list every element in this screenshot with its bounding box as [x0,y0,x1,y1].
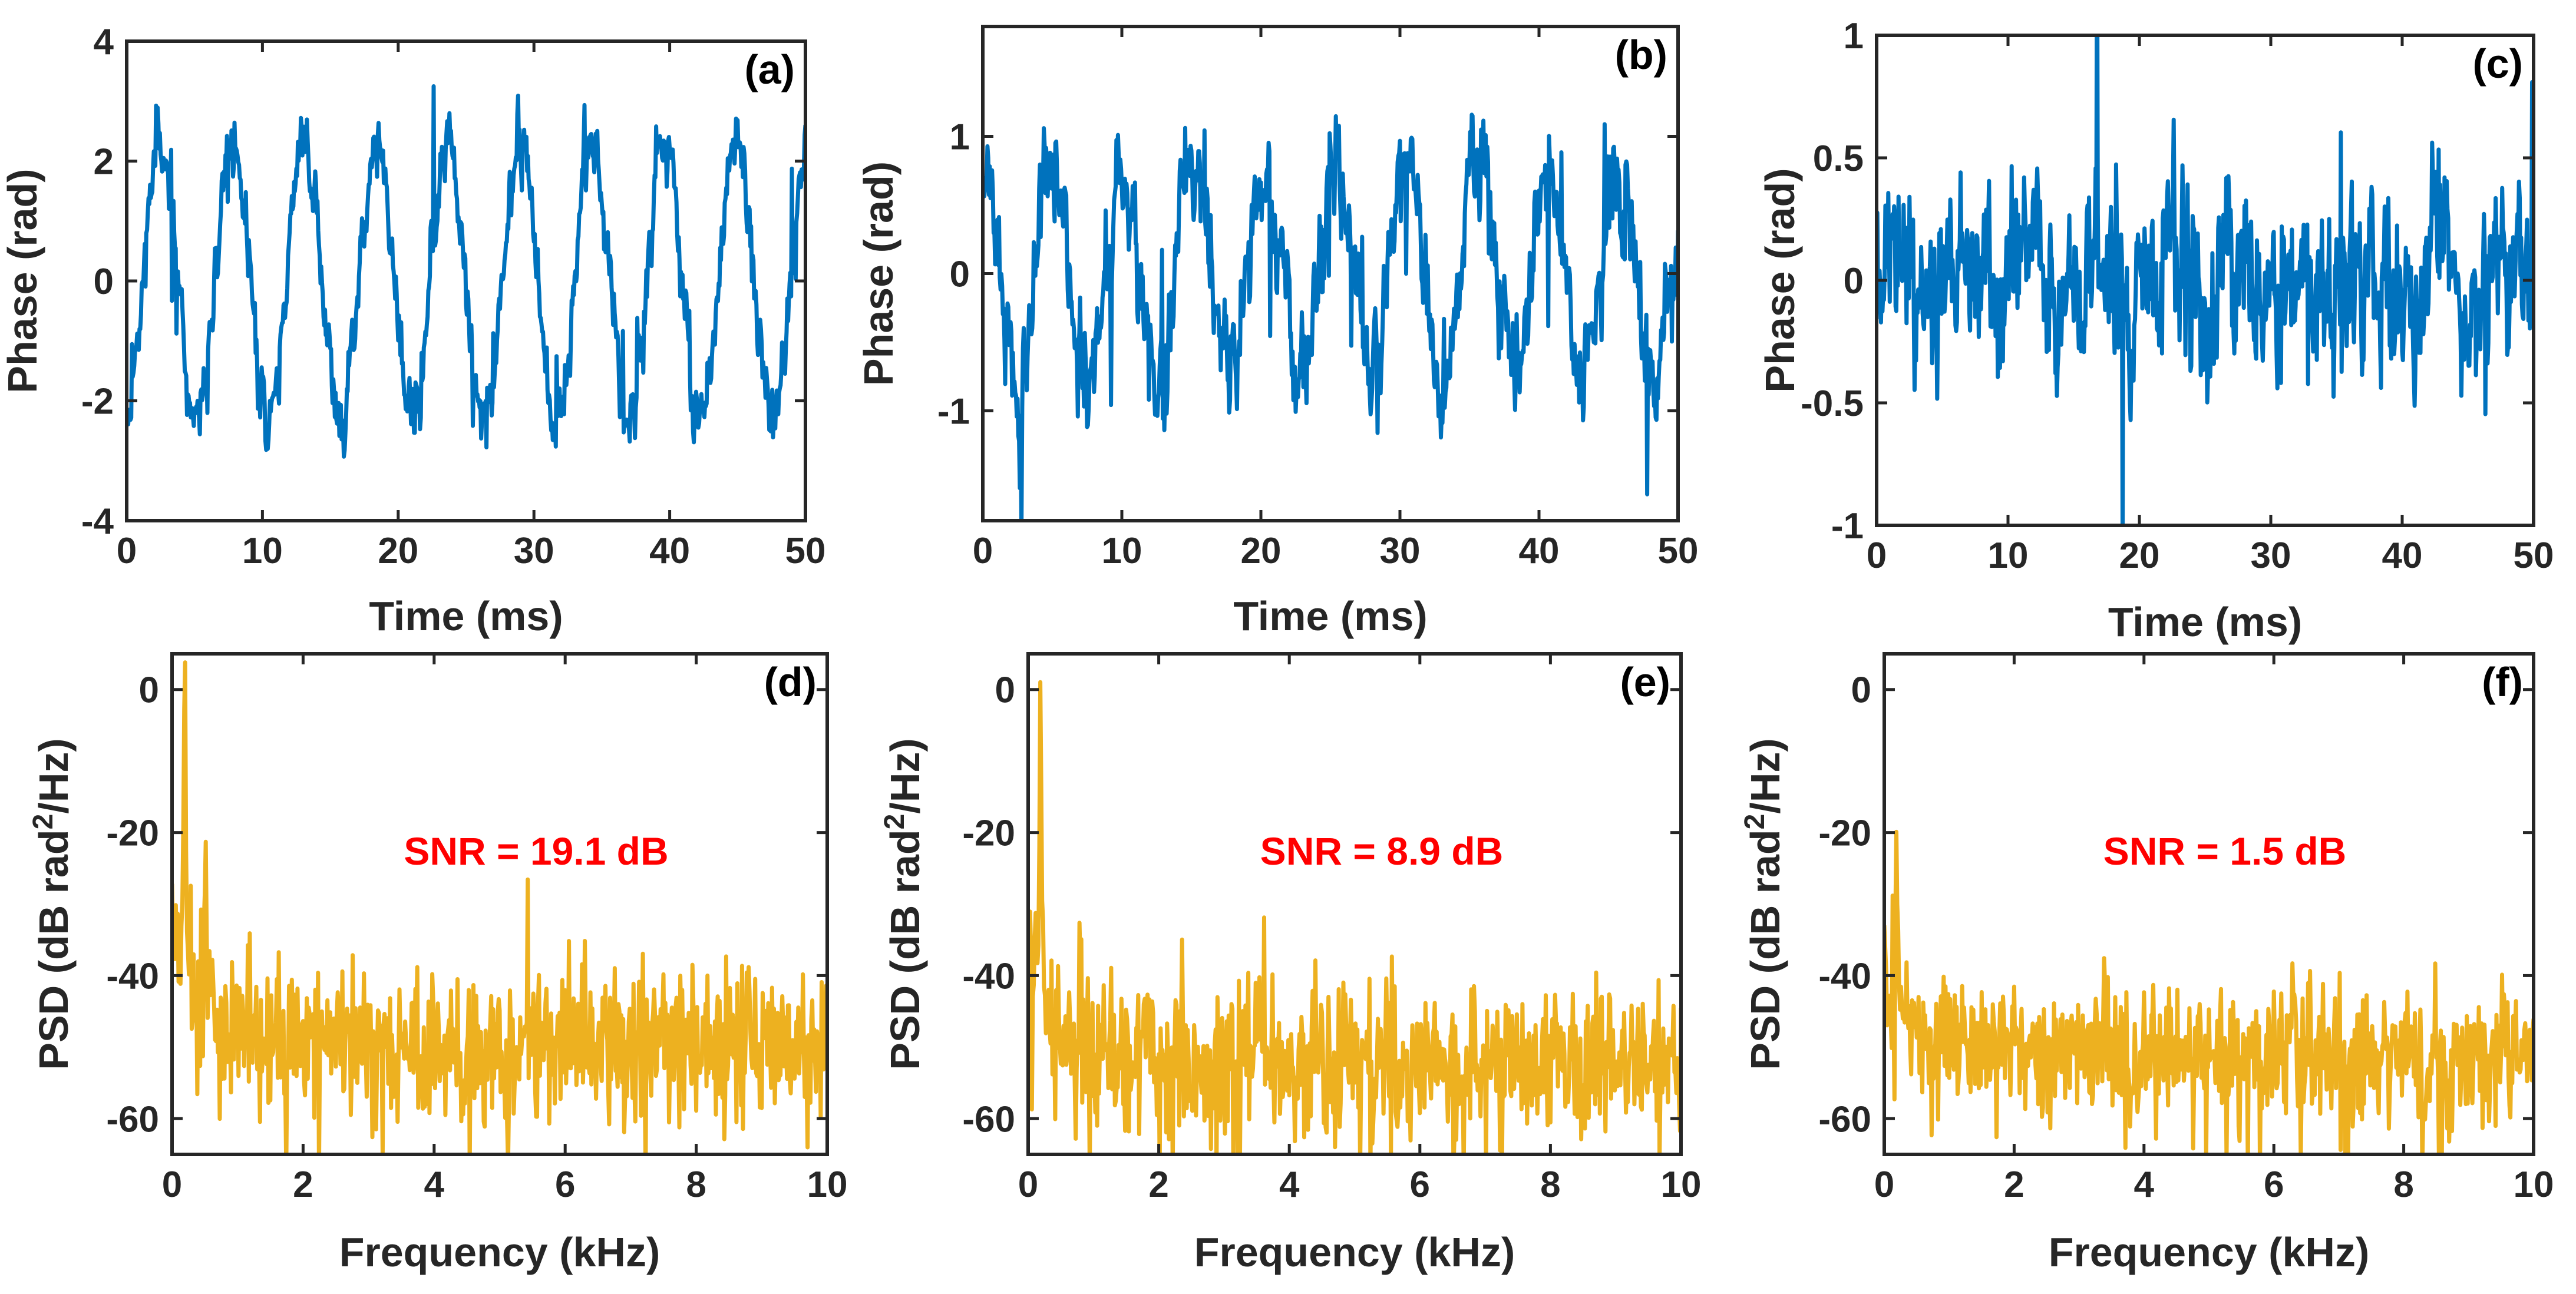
y-tick-label: -60 [1818,1099,1871,1140]
y-tick-label: 0 [1851,670,1871,711]
x-axis-label: Frequency (kHz) [1194,1229,1515,1275]
panel-label: (a) [744,47,795,92]
panel-b: 0 10 20 30 40 50 -1 0 1 Time (ms) Phase (rad) (b) [856,25,1699,639]
y-tick-label: -0.5 [1801,383,1864,424]
y-tick-label: -4 [81,501,114,542]
x-tick-label: 2 [1148,1164,1168,1205]
x-tick-label: 10 [1102,531,1142,571]
snr-annotation: SNR = 1.5 dB [2103,829,2347,873]
x-tick-label: 50 [2514,535,2554,576]
y-tick-label: 0 [950,254,970,295]
x-tick-label: 0 [1874,1164,1894,1205]
y-tick-label: -1 [1831,506,1864,547]
x-tick-label: 8 [1540,1164,1560,1205]
series-line-phase [1877,35,2534,525]
x-tick-label: 40 [2382,535,2423,576]
x-tick-label: 0 [162,1164,182,1205]
y-tick-label: 4 [94,22,114,62]
y-tick-label: -20 [1818,813,1871,854]
y-tick-label: -40 [1818,956,1871,997]
y-tick-label: -40 [962,956,1015,997]
panel-label: (e) [1620,659,1670,705]
x-tick-label: 6 [1410,1164,1430,1205]
panel-c: 0 10 20 30 40 50 -1 -0.5 0 0.5 1 Time (ms) Phase (ra… [1757,16,2554,645]
x-tick-label: 10 [2514,1164,2554,1205]
y-tick-label: 0.5 [1813,138,1864,179]
y-axis-label: PSD (dB rad2/Hz) [879,738,928,1070]
y-tick-label: 2 [94,142,114,183]
y-tick-label: -60 [962,1099,1015,1140]
x-axis-label: Time (ms) [369,593,563,639]
x-tick-label: 50 [785,531,826,571]
axes-box [170,652,829,1156]
y-tick-label: -40 [106,956,159,997]
x-tick-label: 0 [1867,535,1887,576]
x-tick-label: 0 [117,531,137,571]
x-tick-label: 20 [1241,531,1282,571]
snr-annotation: SNR = 19.1 dB [404,829,668,873]
x-tick-label: 30 [2251,535,2291,576]
x-tick-label: 50 [1658,531,1699,571]
y-axis-label: Phase (rad) [856,161,901,386]
series-line-psd [1028,680,1681,1154]
panel-label: (d) [764,659,817,705]
x-tick-label: 20 [378,531,418,571]
x-tick-label: 8 [686,1164,706,1205]
y-tick-label: 0 [94,262,114,302]
y-tick-label: -2 [81,382,114,422]
y-axis-label: PSD (dB rad2/Hz) [1739,738,1788,1070]
series-line-phase [127,84,805,459]
x-tick-label: 0 [1018,1164,1038,1205]
panel-label: (c) [2472,41,2523,87]
x-tick-label: 4 [424,1164,445,1205]
x-tick-label: 10 [242,531,283,571]
y-axis-label: Phase (rad) [1757,168,1803,392]
series-line-psd [172,660,827,1154]
y-tick-label: 0 [139,670,159,711]
x-tick-label: 40 [649,531,690,571]
y-tick-label: -1 [937,392,970,432]
series-line-psd [1884,829,2534,1154]
x-axis-label: Frequency (kHz) [2049,1229,2370,1275]
axes-box [1026,652,1683,1156]
y-tick-label: 1 [1844,16,1864,57]
y-tick-label: 0 [995,670,1015,711]
panel-label: (f) [2482,659,2523,705]
y-tick-label: -20 [962,813,1015,854]
y-tick-label: 1 [950,117,970,157]
x-tick-label: 40 [1519,531,1560,571]
panel-f: 0 2 4 6 8 10 -60 -40 -20 0 Frequency (kHz) PSD (dB … [1739,652,2554,1275]
x-tick-label: 4 [2134,1164,2155,1205]
x-tick-label: 0 [973,531,993,571]
x-tick-label: 2 [2004,1164,2024,1205]
x-tick-label: 2 [293,1164,313,1205]
x-tick-label: 30 [514,531,554,571]
y-tick-label: 0 [1844,261,1864,302]
x-tick-label: 10 [1988,535,2029,576]
series-line-phase [983,112,1678,521]
x-tick-label: 8 [2393,1164,2413,1205]
axes-box [1883,652,2535,1156]
x-tick-label: 6 [555,1164,575,1205]
x-tick-label: 20 [2119,535,2160,576]
panel-a: 0 10 20 30 40 50 -4 -2 0 2 4 Time (ms) Phase (rad) (a… [0,22,825,639]
x-tick-label: 10 [807,1164,848,1205]
y-axis-label: PSD (dB rad2/Hz) [28,738,77,1070]
y-tick-label: -60 [106,1099,159,1140]
x-axis-label: Time (ms) [1233,593,1427,639]
x-tick-label: 30 [1380,531,1421,571]
x-axis-label: Frequency (kHz) [339,1229,660,1275]
y-axis-label: Phase (rad) [0,168,45,393]
x-tick-label: 4 [1279,1164,1300,1205]
x-tick-label: 10 [1661,1164,1702,1205]
x-tick-label: 6 [2264,1164,2284,1205]
panel-d: 0 2 4 6 8 10 -60 -40 -20 0 Frequency (kHz) PSD (dB … [28,652,848,1275]
panel-e: 0 2 4 6 8 10 -60 -40 -20 0 Frequency (kHz) PSD (dB … [879,652,1702,1275]
snr-annotation: SNR = 8.9 dB [1260,829,1504,873]
y-tick-label: -20 [106,813,159,854]
x-axis-label: Time (ms) [2108,599,2302,645]
panel-label: (b) [1615,32,1667,78]
